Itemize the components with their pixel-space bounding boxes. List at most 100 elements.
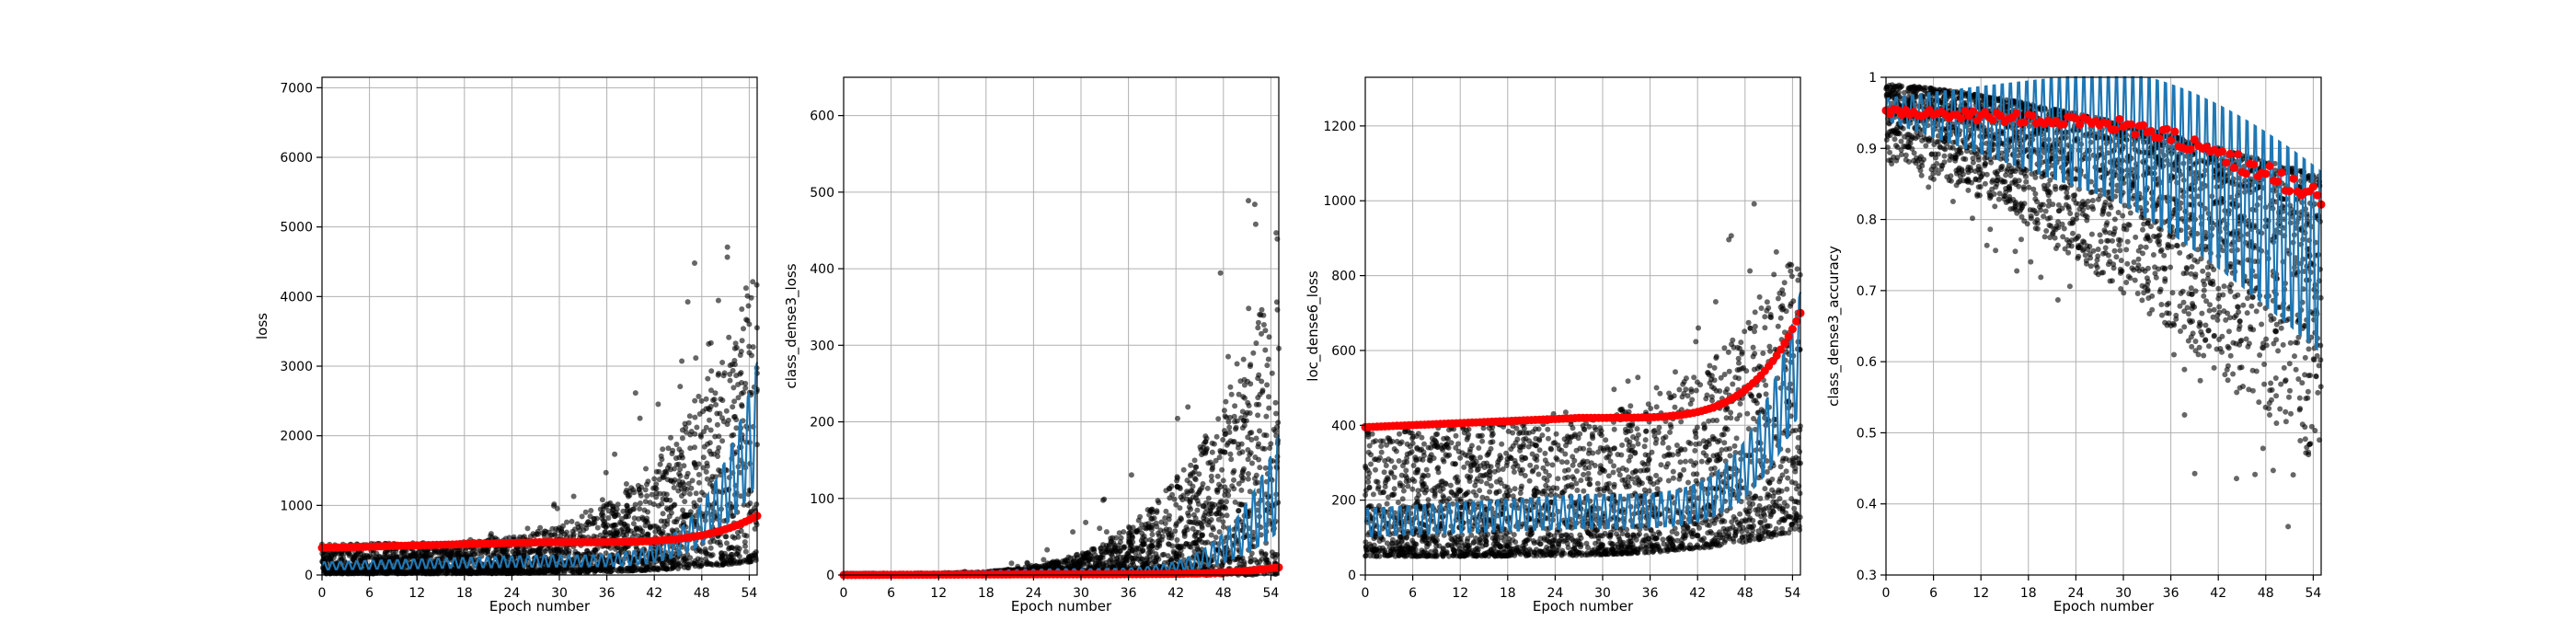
- scatter-point: [1083, 519, 1089, 525]
- scatter-point: [736, 546, 742, 552]
- scatter-point: [742, 548, 749, 555]
- scatter-point: [1250, 350, 1257, 356]
- scatter-point: [642, 523, 649, 529]
- scatter-point: [1238, 487, 1245, 493]
- scatter-point: [582, 509, 589, 515]
- scatter-point: [357, 555, 363, 561]
- scatter-point: [1266, 405, 1272, 411]
- scatter-point: [686, 413, 693, 420]
- scatter-point: [510, 548, 516, 555]
- scatter-point: [684, 470, 691, 477]
- scatter-point: [713, 401, 719, 408]
- scatter-point: [575, 569, 581, 576]
- scatter-point: [1216, 529, 1223, 535]
- scatter-point: [1128, 472, 1134, 478]
- scatter-point: [1146, 544, 1153, 550]
- scatter-point: [669, 451, 675, 456]
- scatter-point: [663, 497, 670, 503]
- scatter-point: [671, 558, 677, 565]
- scatter-point: [1253, 340, 1259, 346]
- scatter-point: [623, 481, 629, 487]
- scatter-point: [542, 548, 548, 554]
- scatter-point: [370, 550, 376, 557]
- scatter-point: [642, 518, 649, 524]
- scatter-point: [643, 466, 649, 472]
- scatter-point: [704, 463, 710, 469]
- scatter-point: [1180, 466, 1187, 473]
- scatter-point: [711, 397, 718, 403]
- scatter-point: [1190, 512, 1197, 518]
- scatter-point: [700, 454, 707, 461]
- scatter-point: [1154, 523, 1160, 530]
- scatter-point: [1149, 506, 1156, 512]
- scatter-point: [637, 415, 643, 421]
- scatter-point: [1256, 441, 1261, 447]
- scatter-point: [691, 560, 697, 567]
- scatter-point: [1101, 496, 1108, 502]
- scatter-point: [717, 562, 723, 569]
- scatter-point: [626, 566, 632, 572]
- scatter-point: [732, 340, 739, 347]
- scatter-point: [1265, 356, 1271, 362]
- scatter-point: [1049, 559, 1055, 566]
- scatter-point: [470, 551, 477, 558]
- scatter-point: [1202, 439, 1209, 445]
- scatter-point: [675, 566, 681, 571]
- scatter-point: [693, 355, 699, 362]
- scatter-point: [731, 413, 738, 420]
- scatter-point: [680, 507, 686, 513]
- scatter-point: [671, 479, 676, 485]
- x-axis-label: Epoch number: [489, 598, 591, 615]
- x-tick-label: 42: [646, 586, 662, 601]
- scatter-point: [1240, 467, 1246, 474]
- scatter-point: [499, 548, 505, 555]
- scatter-point: [1159, 552, 1166, 558]
- scatter-point: [1202, 433, 1209, 440]
- scatter-point: [704, 476, 710, 482]
- y-axis-label: loss: [254, 313, 270, 339]
- scatter-point: [1209, 449, 1215, 455]
- x-tick-label: 0: [318, 586, 327, 601]
- scatter-point: [692, 444, 697, 451]
- scatter-point: [1210, 465, 1215, 471]
- scatter-point: [1194, 507, 1201, 513]
- scatter-point: [1118, 535, 1124, 541]
- x-tick-label: 18: [456, 586, 473, 601]
- scatter-point: [682, 499, 688, 505]
- scatter-point: [704, 559, 710, 565]
- scatter-point: [645, 509, 650, 515]
- scatter-point: [657, 461, 663, 467]
- scatter-point: [739, 402, 745, 408]
- scatter-point: [741, 558, 747, 563]
- scatter-point: [619, 516, 625, 522]
- scatter-point: [724, 254, 730, 260]
- scatter-point: [1251, 201, 1258, 208]
- scatter-point: [1248, 558, 1254, 565]
- scatter-point: [1213, 535, 1219, 541]
- scatter-point: [685, 480, 692, 487]
- scatter-point: [630, 521, 637, 527]
- scatter-point: [1167, 512, 1172, 519]
- scatter-point: [642, 499, 649, 505]
- y-tick-label: 2000: [280, 430, 313, 444]
- scatter-point: [384, 551, 390, 558]
- scatter-point: [1174, 475, 1180, 481]
- x-tick-label: 54: [741, 586, 757, 601]
- scatter-point: [647, 523, 653, 530]
- scatter-point: [644, 481, 650, 488]
- scatter-point: [625, 523, 630, 529]
- scatter-point: [594, 524, 601, 531]
- scatter-point: [700, 408, 707, 415]
- scatter-point: [733, 373, 740, 379]
- scatter-point: [739, 338, 745, 344]
- scatter-point: [397, 554, 403, 560]
- scatter-point: [682, 420, 688, 427]
- scatter-point: [723, 408, 730, 414]
- scatter-point: [537, 568, 543, 574]
- scatter-point: [1187, 499, 1193, 504]
- scatter-point: [705, 375, 711, 382]
- scatter-point: [724, 540, 730, 546]
- scatter-point: [472, 569, 478, 576]
- y-tick-label: 6000: [280, 151, 313, 166]
- scatter-point: [656, 529, 662, 535]
